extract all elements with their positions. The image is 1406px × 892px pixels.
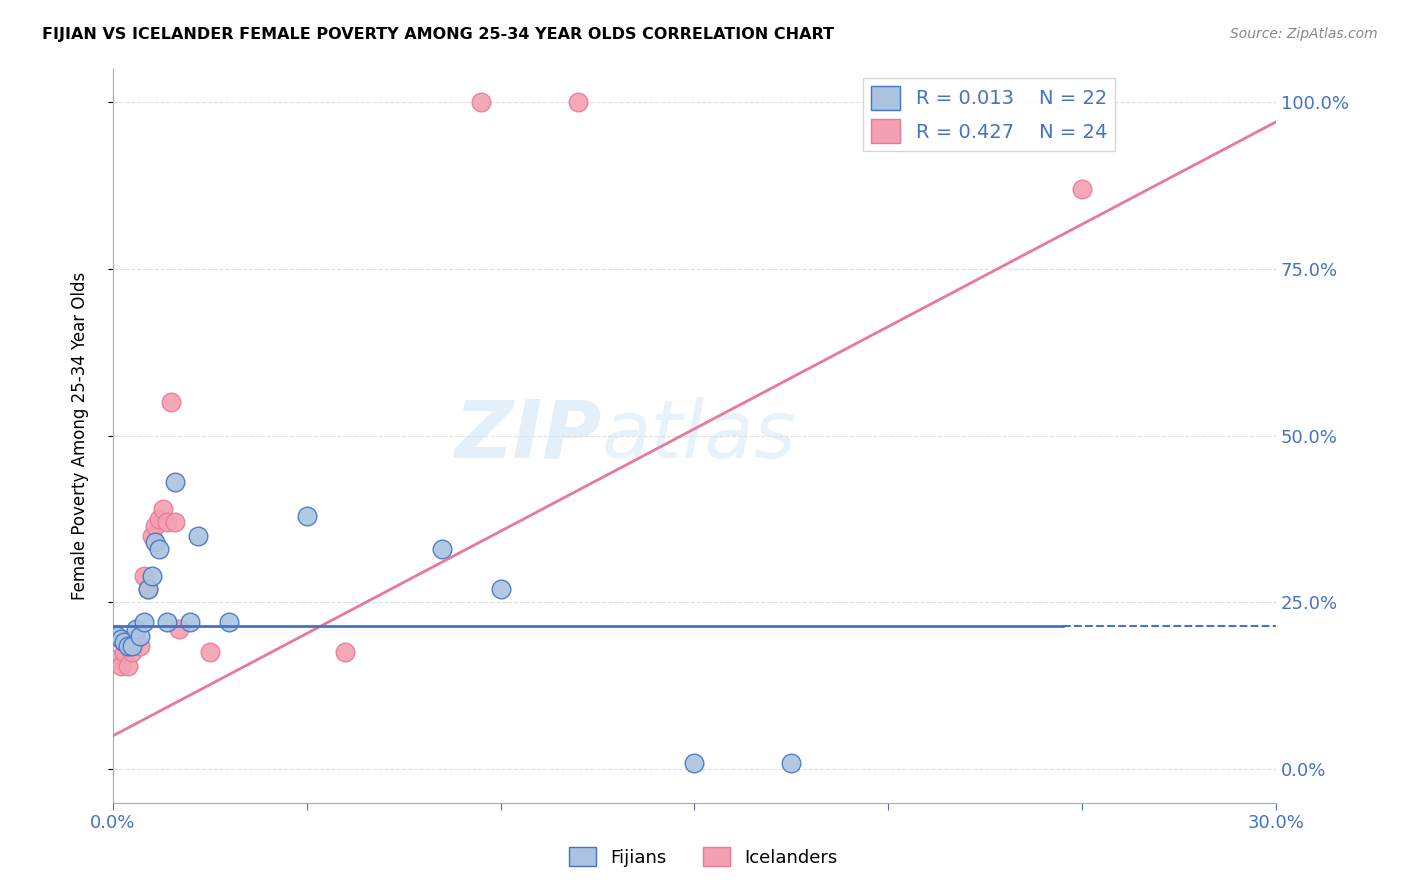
Legend: Fijians, Icelanders: Fijians, Icelanders xyxy=(561,840,845,874)
Text: atlas: atlas xyxy=(602,397,796,475)
Point xyxy=(780,756,803,770)
Text: ZIP: ZIP xyxy=(454,397,602,475)
Point xyxy=(141,568,163,582)
Y-axis label: Female Poverty Among 25-34 Year Olds: Female Poverty Among 25-34 Year Olds xyxy=(72,271,89,599)
Point xyxy=(129,639,152,653)
Point xyxy=(117,658,139,673)
Point xyxy=(179,615,201,630)
Point xyxy=(470,95,492,109)
Point xyxy=(117,639,139,653)
Point xyxy=(145,518,167,533)
Point xyxy=(148,541,170,556)
Point xyxy=(1071,181,1094,195)
Point xyxy=(218,615,240,630)
Point xyxy=(132,568,155,582)
Point xyxy=(160,395,183,409)
Point xyxy=(110,658,132,673)
Point xyxy=(125,622,148,636)
Text: Source: ZipAtlas.com: Source: ZipAtlas.com xyxy=(1230,27,1378,41)
Point xyxy=(121,639,143,653)
Point xyxy=(167,622,190,636)
Point xyxy=(683,756,706,770)
Point xyxy=(567,95,589,109)
Point xyxy=(156,615,179,630)
Legend: R = 0.013    N = 22, R = 0.427    N = 24: R = 0.013 N = 22, R = 0.427 N = 24 xyxy=(863,78,1115,151)
Point xyxy=(105,629,128,643)
Point xyxy=(152,502,174,516)
Point xyxy=(295,508,318,523)
Text: FIJIAN VS ICELANDER FEMALE POVERTY AMONG 25-34 YEAR OLDS CORRELATION CHART: FIJIAN VS ICELANDER FEMALE POVERTY AMONG… xyxy=(42,27,834,42)
Point xyxy=(432,541,454,556)
Point xyxy=(148,512,170,526)
Point xyxy=(136,582,159,596)
Point xyxy=(163,475,186,490)
Point xyxy=(141,529,163,543)
Point xyxy=(114,645,136,659)
Point xyxy=(136,582,159,596)
Point xyxy=(114,635,136,649)
Point xyxy=(110,632,132,646)
Point xyxy=(187,529,209,543)
Point xyxy=(489,582,512,596)
Point xyxy=(121,645,143,659)
Point xyxy=(335,645,357,659)
Point xyxy=(163,516,186,530)
Point xyxy=(198,645,221,659)
Point xyxy=(145,535,167,549)
Point xyxy=(129,629,152,643)
Point xyxy=(125,632,148,646)
Point xyxy=(105,652,128,666)
Point xyxy=(132,615,155,630)
Point xyxy=(156,516,179,530)
